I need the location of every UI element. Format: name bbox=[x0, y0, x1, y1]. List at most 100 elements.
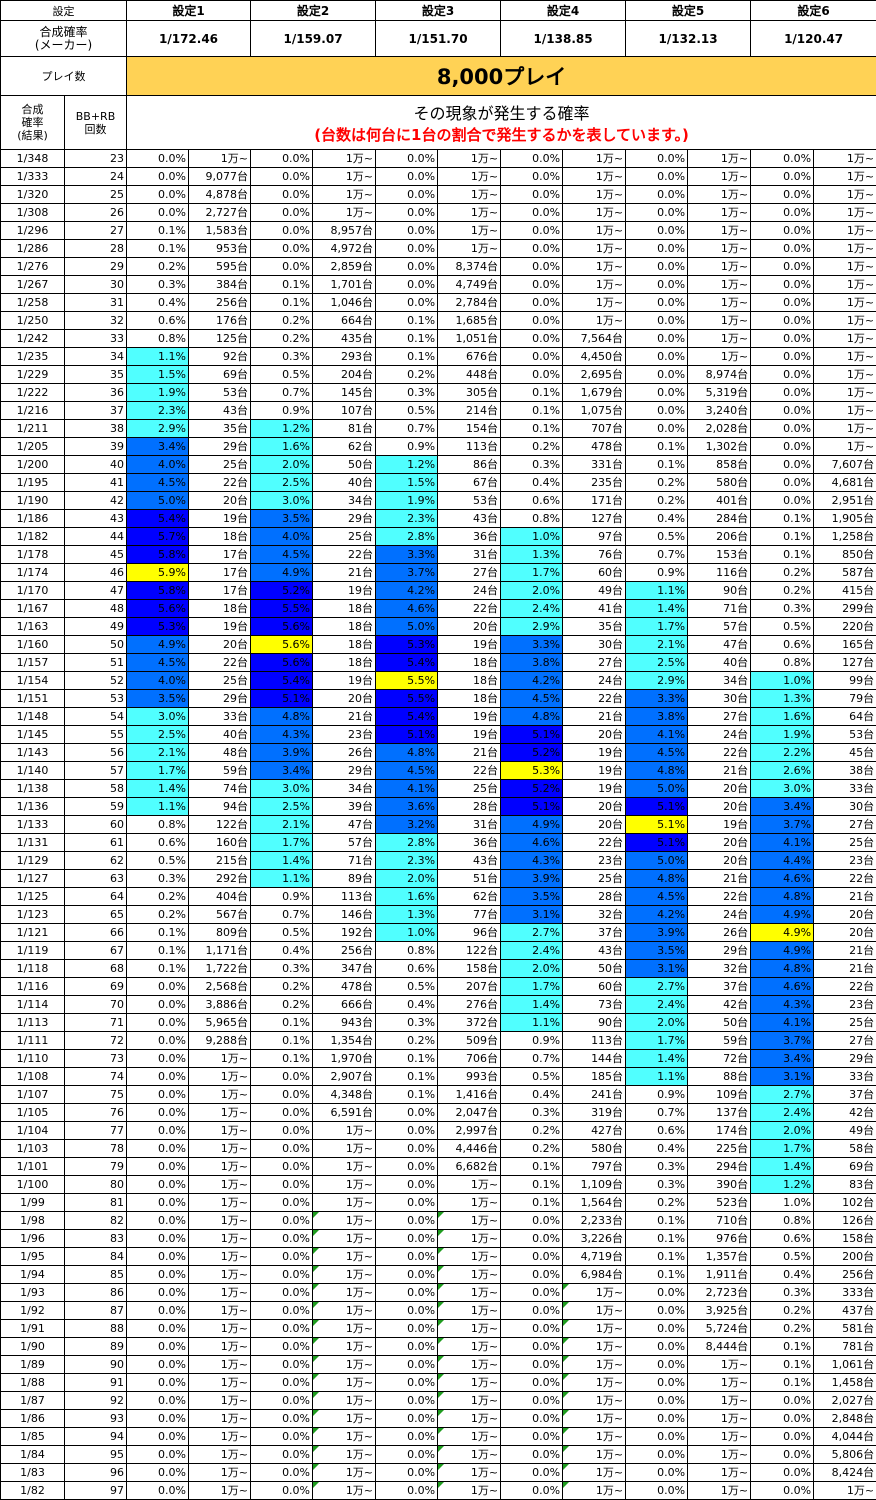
setting-5-machine-ratio: 294台 bbox=[688, 1158, 751, 1176]
setting-1-percent: 0.1% bbox=[127, 222, 189, 240]
setting-1-percent: 5.6% bbox=[127, 600, 189, 618]
setting-4-percent: 0.0% bbox=[501, 1410, 563, 1428]
row-prob-label: 1/101 bbox=[1, 1158, 65, 1176]
setting-2-percent: 0.0% bbox=[251, 222, 313, 240]
setting-1-header: 設定1 bbox=[127, 1, 251, 21]
row-prob-label: 1/98 bbox=[1, 1212, 65, 1230]
setting-2-percent: 3.9% bbox=[251, 744, 313, 762]
maker-prob-setting-3: 1/151.70 bbox=[376, 21, 501, 57]
setting-1-machine-ratio: 29台 bbox=[189, 690, 251, 708]
setting-5-percent: 0.0% bbox=[626, 1428, 688, 1446]
setting-2-machine-ratio: 19台 bbox=[313, 582, 376, 600]
setting-2-percent: 0.0% bbox=[251, 1482, 313, 1500]
setting-6-machine-ratio: 587台 bbox=[814, 564, 876, 582]
setting-6-percent: 0.1% bbox=[751, 510, 814, 528]
setting-1-percent: 0.0% bbox=[127, 996, 189, 1014]
setting-5-machine-ratio: 88台 bbox=[688, 1068, 751, 1086]
setting-3-machine-ratio: 1万~ bbox=[438, 1176, 501, 1194]
setting-5-percent: 0.0% bbox=[626, 204, 688, 222]
setting-3-percent: 3.3% bbox=[376, 546, 438, 564]
setting-5-machine-ratio: 225台 bbox=[688, 1140, 751, 1158]
setting-2-percent: 0.0% bbox=[251, 1410, 313, 1428]
setting-4-machine-ratio: 319台 bbox=[563, 1104, 626, 1122]
setting-5-percent: 5.1% bbox=[626, 834, 688, 852]
setting-6-percent: 3.4% bbox=[751, 798, 814, 816]
setting-6-percent: 4.6% bbox=[751, 870, 814, 888]
setting-6-machine-ratio: 1,061台 bbox=[814, 1356, 876, 1374]
setting-3-percent: 0.0% bbox=[376, 168, 438, 186]
setting-4-percent: 1.1% bbox=[501, 1014, 563, 1032]
setting-3-percent: 0.0% bbox=[376, 1140, 438, 1158]
setting-4-percent: 0.0% bbox=[501, 168, 563, 186]
setting-4-machine-ratio: 20台 bbox=[563, 798, 626, 816]
setting-2-percent: 0.0% bbox=[251, 1230, 313, 1248]
setting-2-percent: 5.2% bbox=[251, 582, 313, 600]
setting-2-machine-ratio: 1,354台 bbox=[313, 1032, 376, 1050]
setting-2-machine-ratio: 26台 bbox=[313, 744, 376, 762]
setting-2-machine-ratio: 34台 bbox=[313, 492, 376, 510]
setting-5-machine-ratio: 1,911台 bbox=[688, 1266, 751, 1284]
setting-5-percent: 0.1% bbox=[626, 438, 688, 456]
setting-3-machine-ratio: 1万~ bbox=[438, 240, 501, 258]
setting-4-percent: 2.0% bbox=[501, 582, 563, 600]
setting-5-machine-ratio: 20台 bbox=[688, 834, 751, 852]
setting-2-machine-ratio: 293台 bbox=[313, 348, 376, 366]
setting-3-machine-ratio: 67台 bbox=[438, 474, 501, 492]
setting-5-percent: 0.0% bbox=[626, 1482, 688, 1500]
row-prob-label: 1/178 bbox=[1, 546, 65, 564]
setting-6-percent: 0.0% bbox=[751, 1428, 814, 1446]
setting-5-percent: 0.0% bbox=[626, 1446, 688, 1464]
setting-6-percent: 3.0% bbox=[751, 780, 814, 798]
row-count: 36 bbox=[65, 384, 127, 402]
setting-2-machine-ratio: 1万~ bbox=[313, 1446, 376, 1464]
setting-6-percent: 0.0% bbox=[751, 240, 814, 258]
setting-1-machine-ratio: 22台 bbox=[189, 474, 251, 492]
setting-6-machine-ratio: 30台 bbox=[814, 798, 876, 816]
row-count: 29 bbox=[65, 258, 127, 276]
setting-6-percent: 4.8% bbox=[751, 960, 814, 978]
setting-2-machine-ratio: 8,957台 bbox=[313, 222, 376, 240]
setting-1-percent: 0.1% bbox=[127, 240, 189, 258]
setting-5-machine-ratio: 8,444台 bbox=[688, 1338, 751, 1356]
row-count: 64 bbox=[65, 888, 127, 906]
setting-2-machine-ratio: 1万~ bbox=[313, 1212, 376, 1230]
setting-2-percent: 0.0% bbox=[251, 240, 313, 258]
setting-1-machine-ratio: 1万~ bbox=[189, 1284, 251, 1302]
setting-2-machine-ratio: 113台 bbox=[313, 888, 376, 906]
setting-3-percent: 1.0% bbox=[376, 924, 438, 942]
setting-6-machine-ratio: 1万~ bbox=[814, 222, 876, 240]
setting-5-percent: 0.0% bbox=[626, 1284, 688, 1302]
row-count: 63 bbox=[65, 870, 127, 888]
setting-5-percent: 1.1% bbox=[626, 1068, 688, 1086]
setting-1-machine-ratio: 59台 bbox=[189, 762, 251, 780]
setting-2-percent: 0.9% bbox=[251, 402, 313, 420]
maker-prob-setting-6: 1/120.47 bbox=[751, 21, 876, 57]
setting-1-percent: 0.3% bbox=[127, 870, 189, 888]
row-count: 52 bbox=[65, 672, 127, 690]
row-count: 58 bbox=[65, 780, 127, 798]
row-prob-label: 1/205 bbox=[1, 438, 65, 456]
setting-2-machine-ratio: 192台 bbox=[313, 924, 376, 942]
setting-1-percent: 0.8% bbox=[127, 330, 189, 348]
setting-5-machine-ratio: 22台 bbox=[688, 888, 751, 906]
setting-5-percent: 0.7% bbox=[626, 546, 688, 564]
setting-3-percent: 0.0% bbox=[376, 1464, 438, 1482]
setting-5-machine-ratio: 26台 bbox=[688, 924, 751, 942]
setting-2-machine-ratio: 25台 bbox=[313, 528, 376, 546]
setting-6-machine-ratio: 256台 bbox=[814, 1266, 876, 1284]
setting-6-percent: 2.0% bbox=[751, 1122, 814, 1140]
setting-5-percent: 1.7% bbox=[626, 1032, 688, 1050]
setting-4-machine-ratio: 27台 bbox=[563, 654, 626, 672]
setting-3-percent: 0.9% bbox=[376, 438, 438, 456]
setting-5-percent: 0.0% bbox=[626, 348, 688, 366]
result-prob-label-line3: (結果) bbox=[3, 129, 62, 142]
setting-1-machine-ratio: 35台 bbox=[189, 420, 251, 438]
setting-3-machine-ratio: 1万~ bbox=[438, 1320, 501, 1338]
setting-1-percent: 0.5% bbox=[127, 852, 189, 870]
row-count: 62 bbox=[65, 852, 127, 870]
